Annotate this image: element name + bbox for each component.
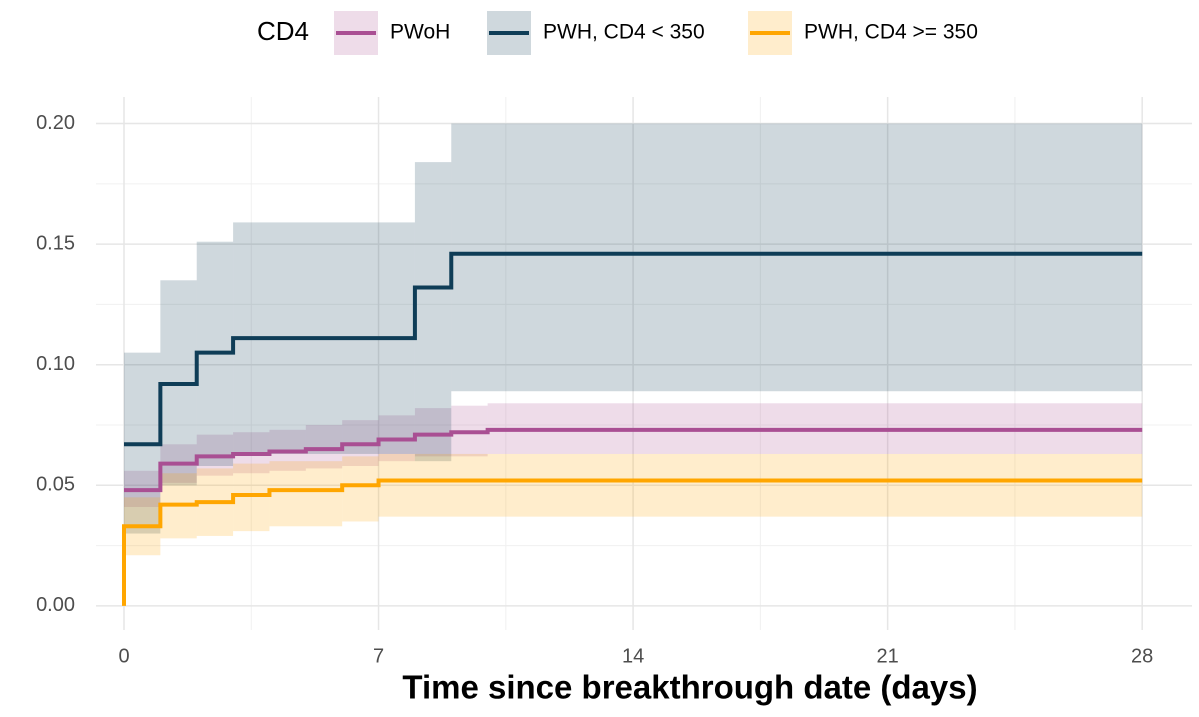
confidence-band bbox=[233, 463, 270, 532]
y-tick-label: 0.15 bbox=[36, 232, 75, 254]
confidence-band bbox=[378, 453, 1143, 517]
x-tick-label: 28 bbox=[1131, 645, 1153, 667]
confidence-band bbox=[414, 162, 452, 462]
y-tick-label: 0.00 bbox=[36, 594, 75, 616]
grid bbox=[96, 97, 1192, 630]
step-line bbox=[124, 251, 1143, 447]
confidence-band bbox=[414, 408, 452, 457]
step-line bbox=[124, 427, 1143, 493]
legend-label: PWH, CD4 >= 350 bbox=[804, 21, 978, 44]
x-tick-label: 14 bbox=[622, 645, 644, 667]
confidence-band bbox=[342, 456, 379, 522]
y-tick-label: 0.10 bbox=[36, 353, 75, 375]
y-tick-label: 0.20 bbox=[36, 112, 75, 134]
x-axis-label: Time since breakthrough date (days) bbox=[402, 669, 977, 706]
legend-label: PWoH bbox=[390, 21, 450, 44]
x-tick-label: 21 bbox=[877, 645, 899, 667]
confidence-band bbox=[451, 123, 1143, 392]
y-tick-label: 0.05 bbox=[36, 474, 75, 496]
confidence-band bbox=[269, 461, 343, 527]
confidence-band bbox=[305, 425, 343, 469]
legend-title: CD4 bbox=[257, 16, 309, 46]
x-tick-label: 0 bbox=[118, 645, 129, 667]
x-tick-label: 7 bbox=[373, 645, 384, 667]
step-line bbox=[122, 478, 1143, 606]
legend-label: PWH, CD4 < 350 bbox=[543, 21, 705, 44]
legend: CD4 PWoH PWH, CD4 < 350 PWH, CD4 >= 350 bbox=[257, 11, 978, 55]
